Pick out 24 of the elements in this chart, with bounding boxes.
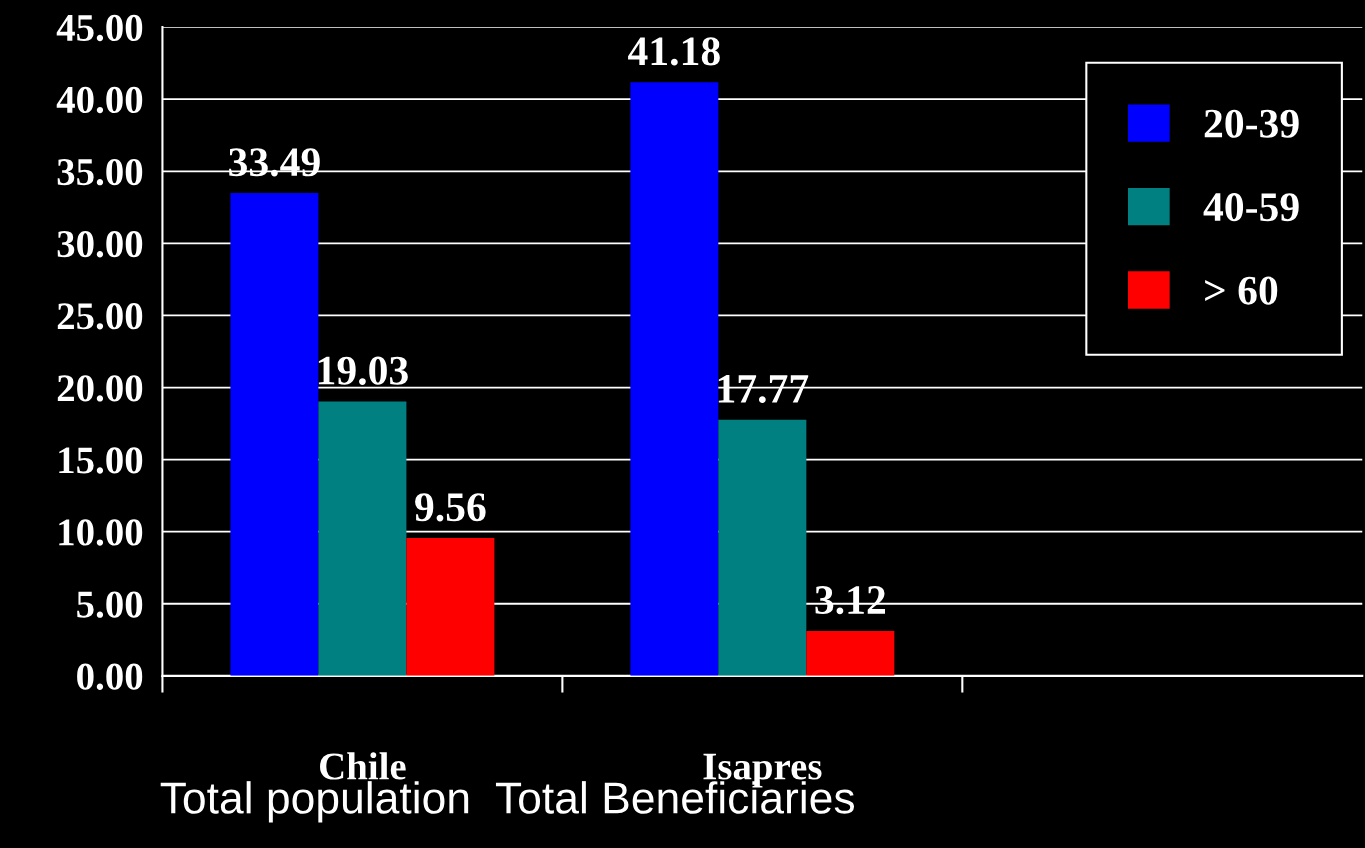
bar [806, 630, 895, 676]
y-tick-label: 45.00 [56, 14, 143, 42]
bar [718, 419, 807, 676]
y-tick-label: 35.00 [57, 158, 143, 186]
data-label: 9.56 [415, 493, 486, 522]
bar [230, 193, 319, 676]
y-tick-label: 10.00 [59, 519, 143, 546]
bar [318, 401, 407, 676]
y-tick-label: 15.00 [59, 447, 143, 474]
y-tick-label: 30.00 [57, 231, 143, 258]
y-tick-label: 40.00 [56, 86, 143, 114]
legend-label: 40-59 [1203, 193, 1299, 222]
y-tick-label: 20.00 [57, 375, 143, 402]
data-label: 19.03 [318, 356, 408, 385]
data-label: 41.18 [628, 37, 720, 66]
legend-label: > 60 [1205, 276, 1278, 305]
bar [630, 82, 719, 676]
x-tick-label: Chile [320, 752, 406, 780]
bar [406, 538, 495, 676]
data-label: 33.49 [229, 148, 320, 177]
y-tick-label: 0.00 [77, 663, 143, 690]
legend-label: 20-39 [1204, 109, 1299, 138]
y-tick-label: 25.00 [57, 303, 143, 330]
y-tick-label: 5.00 [77, 591, 143, 618]
